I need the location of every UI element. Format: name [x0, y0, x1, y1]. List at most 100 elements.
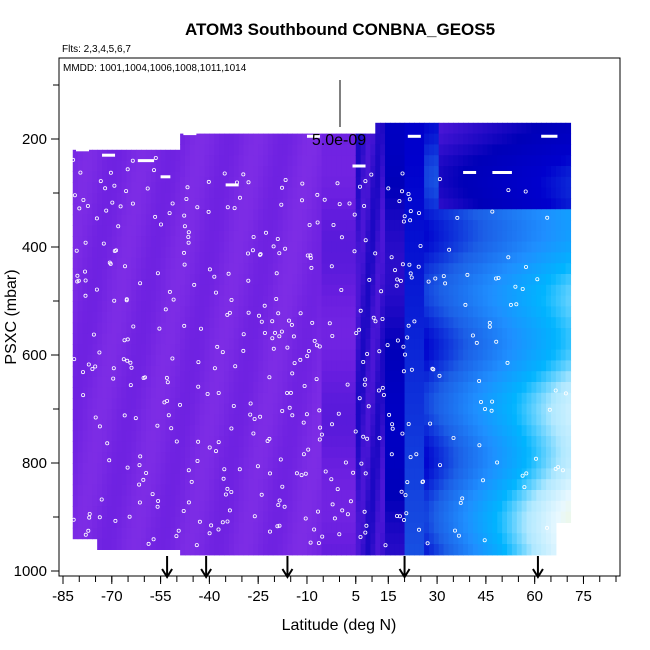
heat-cell [121, 247, 128, 259]
heat-cell [546, 166, 552, 178]
heat-cell [111, 236, 118, 248]
heat-cell [302, 436, 308, 448]
heat-cell [477, 241, 484, 253]
sample-point [77, 206, 82, 211]
y-tick-label: 200 [22, 131, 47, 148]
heat-cell [365, 187, 371, 199]
sample-point [182, 323, 187, 328]
heat-cell [463, 274, 469, 286]
sample-point [302, 383, 307, 388]
heat-cell [72, 247, 79, 259]
heat-cell [258, 511, 264, 523]
heat-cell [341, 284, 347, 297]
heat-cell [472, 500, 479, 513]
heat-cell [111, 279, 118, 291]
heat-cell [331, 338, 337, 351]
heat-cell [141, 268, 147, 280]
heat-cell [492, 295, 498, 307]
heat-cell [375, 317, 381, 329]
heat-cell [199, 392, 206, 405]
heat-cell [419, 122, 425, 135]
heat-cell [424, 133, 430, 145]
heat-cell [302, 479, 308, 491]
heat-cell [258, 284, 264, 297]
heat-cell [116, 365, 123, 378]
heat-cell [263, 198, 269, 210]
heat-cell [526, 468, 533, 480]
heat-cell [199, 490, 206, 502]
heat-cell [263, 252, 269, 264]
heat-cell [463, 349, 469, 361]
heat-cell [165, 484, 171, 496]
heat-cell [375, 209, 381, 221]
sample-point [365, 351, 370, 356]
sample-point [306, 348, 311, 353]
heat-cell [306, 317, 313, 329]
heat-cell [424, 403, 430, 415]
heat-cell [511, 533, 518, 545]
heat-cell [150, 268, 157, 280]
heat-cell [414, 338, 420, 351]
heat-cell [92, 301, 98, 313]
heat-cell [199, 349, 206, 361]
heat-cell [443, 295, 450, 307]
sample-point [131, 324, 136, 329]
heat-cell [389, 403, 396, 415]
heat-cell [219, 479, 225, 491]
heat-cell [536, 144, 542, 156]
heat-cell [214, 263, 220, 275]
heat-cell [492, 252, 498, 264]
heat-cell [326, 468, 332, 480]
heat-cell [360, 133, 367, 145]
sample-point [308, 255, 313, 260]
heat-cell [77, 171, 84, 183]
sample-point [275, 524, 280, 529]
sample-point [335, 181, 340, 186]
heat-cell [350, 295, 357, 307]
heat-cell [121, 236, 128, 248]
heat-cell [458, 187, 464, 199]
heat-cell [565, 371, 572, 383]
heat-cell [375, 425, 381, 437]
heat-cell [443, 533, 450, 545]
heat-cell [136, 527, 142, 540]
heat-cell [131, 247, 137, 259]
heat-cell [380, 122, 386, 135]
heat-cell [224, 392, 230, 405]
heat-cell [560, 252, 567, 264]
sample-point [155, 271, 160, 276]
flight-arrow-head [532, 568, 544, 579]
heat-cell [433, 220, 440, 232]
sample-point [276, 311, 281, 316]
heat-cell [336, 360, 342, 372]
sample-point [364, 523, 369, 528]
heat-cell [507, 468, 513, 480]
sample-point [522, 485, 527, 490]
heat-cell [136, 236, 142, 248]
heat-cell [77, 419, 84, 432]
heat-cell [306, 403, 313, 415]
heat-cell [233, 274, 240, 286]
heat-cell [321, 511, 328, 523]
heat-cell [170, 322, 176, 334]
heat-cell [287, 392, 293, 405]
heat-cell [555, 500, 562, 513]
heat-cell [414, 187, 420, 199]
heat-cell [560, 166, 567, 178]
sample-point [196, 384, 201, 389]
heat-cell [199, 284, 206, 297]
heat-cell [511, 457, 518, 469]
heat-cell [116, 517, 123, 529]
heat-cell [467, 544, 474, 556]
heat-cell [228, 479, 235, 491]
heat-cell [482, 166, 489, 178]
heat-cell [424, 457, 430, 469]
heat-cell [536, 252, 542, 264]
heat-cell [336, 133, 342, 145]
heat-cell [375, 187, 381, 199]
heat-cell [492, 511, 498, 523]
heat-cell [87, 527, 93, 540]
heat-cell [175, 225, 181, 237]
heat-cell [531, 425, 537, 437]
heat-cell [531, 479, 537, 491]
